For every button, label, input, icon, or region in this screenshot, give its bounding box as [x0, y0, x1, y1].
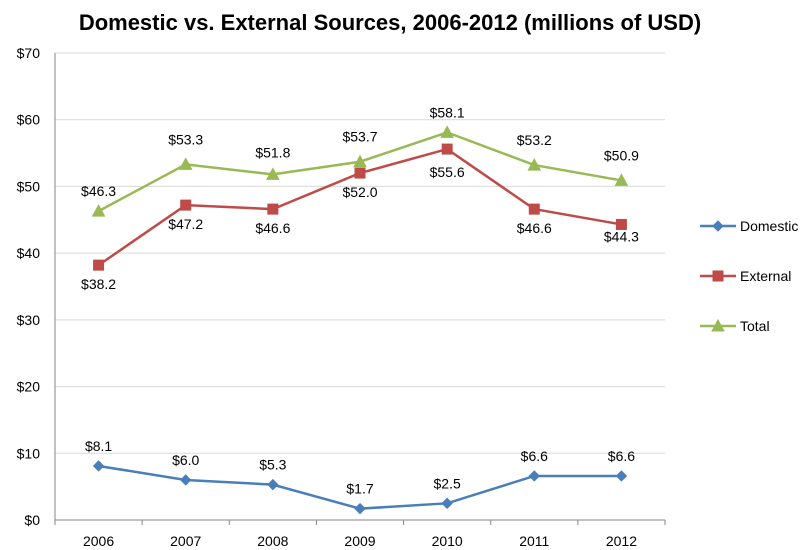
domestic-data-label: $6.6 [608, 448, 635, 464]
domestic-data-label: $8.1 [85, 438, 112, 454]
total-data-label: $51.8 [255, 144, 290, 160]
total-point [91, 204, 106, 217]
total-legend-label: Total [740, 318, 770, 334]
axes: $0 $10 $20 $30 $40 $50 $60 $70 2006 2007 2008 2009 2… [17, 45, 666, 549]
external-legend-label: External [740, 268, 791, 284]
domestic-point [180, 474, 192, 486]
external-data-label: $55.6 [430, 164, 465, 180]
y-tick-label: $20 [17, 379, 41, 395]
domestic-point [267, 478, 279, 491]
y-tick-label: $60 [17, 112, 41, 128]
total-point [614, 173, 629, 186]
total-data-label: $53.3 [168, 131, 203, 147]
domestic-point [354, 502, 366, 515]
total-data-label: $46.3 [81, 183, 116, 199]
total-point [178, 157, 193, 170]
total-data-label: $53.2 [517, 132, 552, 148]
gridlines [55, 52, 665, 454]
domestic-point [615, 470, 628, 482]
x-tick-label: 2010 [432, 533, 463, 549]
domestic-data-label: $5.3 [259, 457, 286, 473]
data-labels: $8.1 $6.0 $5.3 $1.7 $2.5 $6.6 $6.6 $38.2 $47.2 $4… [81, 104, 639, 496]
total-point [440, 125, 454, 138]
y-tick-label: $70 [17, 45, 41, 61]
external-point [528, 203, 540, 215]
domestic-point [92, 460, 105, 472]
external-data-label: $46.6 [255, 220, 290, 236]
y-tick-label: $50 [17, 178, 41, 194]
total-point [527, 158, 542, 171]
domestic-legend-label: Domestic [740, 218, 798, 234]
total-data-label: $53.7 [342, 129, 377, 145]
total-data-label: $58.1 [430, 104, 465, 120]
external-data-label: $46.6 [517, 220, 552, 236]
domestic-data-label: $6.0 [172, 452, 199, 468]
domestic-data-label: $2.5 [434, 475, 461, 491]
total-point [266, 167, 280, 180]
external-point [267, 203, 279, 215]
external-point [441, 143, 453, 155]
x-tick-label: 2011 [519, 533, 549, 549]
x-tick-label: 2009 [344, 533, 375, 549]
series-layer [91, 125, 629, 515]
x-tick-label: 2007 [170, 533, 201, 549]
external-point [354, 167, 366, 179]
domestic-point [441, 497, 453, 510]
external-legend-marker [712, 270, 724, 282]
external-data-label: $38.2 [81, 276, 116, 292]
total-point [353, 154, 367, 168]
total-legend-marker [711, 318, 725, 332]
external-point [615, 218, 627, 230]
domestic-point [528, 470, 540, 482]
external-data-label: $47.2 [168, 216, 203, 232]
y-tick-label: $40 [17, 245, 41, 261]
total-data-label: $50.9 [604, 147, 639, 163]
external-point [180, 199, 192, 211]
domestic-legend-marker [712, 220, 724, 232]
x-tick-label: 2006 [83, 533, 114, 549]
external-data-label: $52.0 [342, 184, 377, 200]
y-tick-label: $10 [17, 445, 41, 461]
x-tick-label: 2012 [606, 533, 637, 549]
domestic-data-label: $6.6 [521, 448, 548, 464]
legend: Domestic External Total [700, 218, 798, 334]
y-tick-label: $0 [24, 512, 40, 528]
external-point [93, 259, 105, 271]
x-tick-label: 2008 [257, 533, 288, 549]
domestic-data-label: $1.7 [346, 481, 373, 497]
external-data-label: $44.3 [604, 228, 639, 244]
y-tick-label: $30 [17, 312, 41, 328]
chart-title: Domestic vs. External Sources, 2006-2012… [78, 10, 702, 35]
